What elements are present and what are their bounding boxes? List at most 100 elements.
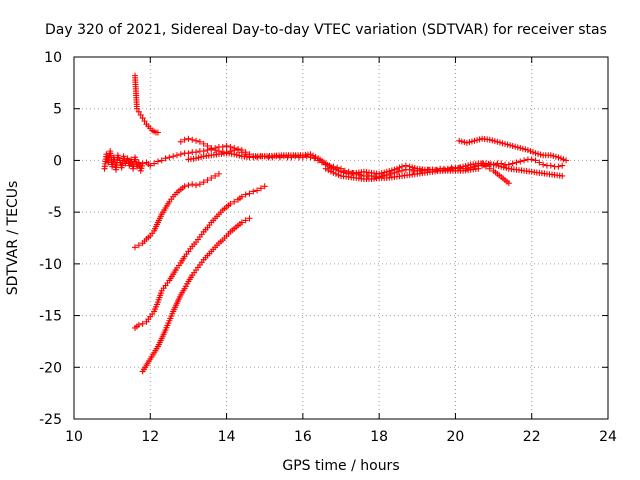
data-point [166, 154, 173, 161]
data-point [200, 148, 207, 155]
x-tick-label: 22 [523, 429, 541, 445]
data-point [254, 154, 261, 161]
data-point [170, 153, 177, 160]
data-point [227, 200, 234, 207]
data-point [254, 187, 261, 194]
data-point [139, 115, 146, 122]
data-points [101, 72, 570, 375]
data-point [147, 162, 154, 169]
data-point [246, 190, 253, 197]
data-point [399, 163, 406, 170]
data-point [513, 159, 520, 166]
data-point [212, 172, 219, 179]
data-point [547, 162, 554, 169]
data-point [196, 181, 203, 188]
x-tick-label: 16 [294, 429, 312, 445]
data-point [246, 154, 253, 161]
data-point [196, 138, 203, 145]
data-point [257, 185, 264, 192]
data-point [563, 157, 570, 164]
x-axis: 10 12 14 16 18 20 22 24 [65, 57, 617, 445]
data-point [185, 135, 192, 142]
data-point [114, 152, 121, 159]
x-tick-label: 12 [141, 429, 159, 445]
data-point [200, 179, 207, 186]
data-point [559, 172, 566, 179]
data-point [231, 198, 238, 205]
y-tick-label: 5 [53, 102, 62, 118]
series-track-b [132, 183, 268, 331]
data-point [208, 145, 215, 152]
data-point [189, 181, 196, 188]
x-axis-label: GPS time / hours [282, 458, 399, 474]
data-point [521, 157, 528, 164]
data-point [238, 219, 245, 226]
data-point [135, 242, 142, 249]
data-point [137, 111, 144, 118]
data-point [139, 320, 146, 327]
data-point [238, 147, 245, 154]
data-point [135, 159, 142, 166]
data-point [482, 163, 489, 170]
data-point [185, 182, 192, 189]
data-point [135, 321, 142, 328]
chart-title: Day 320 of 2021, Sidereal Day-to-day VTE… [45, 22, 607, 38]
data-point [154, 158, 161, 165]
data-point [395, 168, 402, 175]
x-tick-label: 10 [65, 429, 83, 445]
data-point [204, 142, 211, 149]
data-point [246, 215, 253, 222]
data-point [189, 136, 196, 143]
data-point [387, 170, 394, 177]
data-point [208, 175, 215, 182]
data-point [181, 136, 188, 143]
series-lower-band [185, 150, 482, 183]
data-point [555, 163, 562, 170]
y-tick-label: -5 [48, 205, 62, 221]
series-track-a [132, 170, 222, 251]
data-point [133, 105, 140, 112]
data-point [177, 151, 184, 158]
data-point [235, 146, 242, 153]
data-point [204, 177, 211, 184]
data-point [158, 157, 165, 164]
data-point [402, 162, 409, 169]
x-tick-label: 18 [370, 429, 388, 445]
data-point [540, 161, 547, 168]
y-tick-label: -15 [39, 309, 62, 325]
series-late-dip [479, 160, 512, 187]
data-point [505, 180, 512, 187]
data-point [154, 129, 161, 136]
x-tick-label: 24 [599, 429, 617, 445]
data-point [238, 193, 245, 200]
data-point [223, 142, 230, 149]
data-point [250, 188, 257, 195]
y-axis-label: SDTVAR / TECUs [5, 181, 21, 296]
data-point [193, 149, 200, 156]
data-point [486, 165, 493, 172]
data-point [219, 143, 226, 150]
data-point [475, 165, 482, 172]
series-early-drop [132, 72, 161, 136]
data-point [193, 137, 200, 144]
data-point [103, 151, 110, 158]
data-point [528, 156, 535, 163]
data-point [261, 183, 268, 190]
data-point [242, 149, 249, 156]
grid-lines [74, 57, 608, 419]
series-late-hump [456, 135, 570, 164]
data-point [181, 183, 188, 190]
data-point [215, 170, 222, 177]
data-point [162, 155, 169, 162]
series-track-c [139, 215, 253, 375]
data-point [141, 118, 148, 125]
y-tick-label: -10 [39, 257, 62, 273]
data-point [185, 150, 192, 157]
y-axis: -25 -20 -15 -10 -5 0 5 10 [39, 50, 608, 428]
data-point [509, 160, 516, 167]
x-tick-label: 20 [447, 429, 465, 445]
data-point [173, 152, 180, 159]
data-point [115, 154, 122, 161]
data-point [132, 244, 139, 251]
